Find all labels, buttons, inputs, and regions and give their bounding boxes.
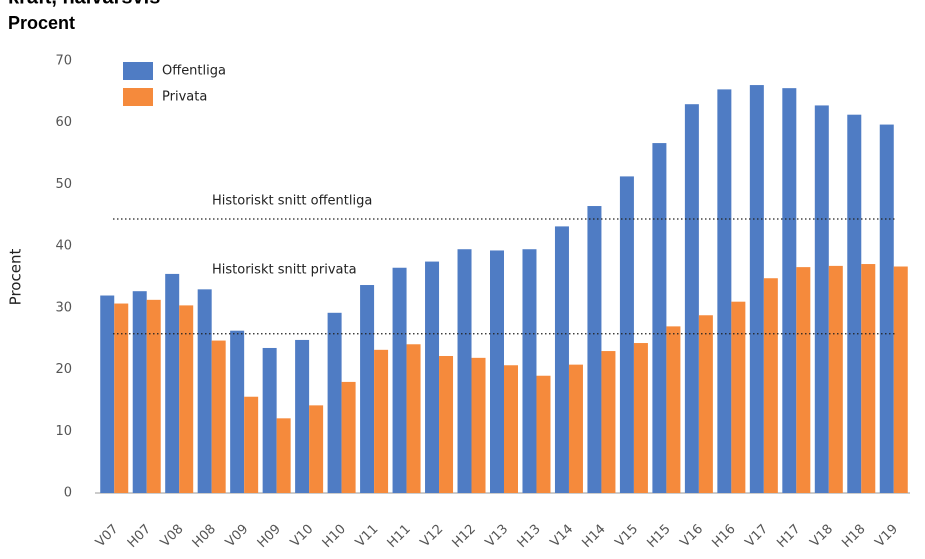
y-tick-label: 50 <box>55 177 72 192</box>
bar <box>828 265 843 493</box>
x-tick-label: H17 <box>774 522 803 551</box>
bar <box>179 305 194 493</box>
x-tick-label: H18 <box>839 522 868 551</box>
x-tick-label: V19 <box>872 522 901 551</box>
x-tick-label: V10 <box>288 522 317 551</box>
x-tick-label: V16 <box>678 522 707 551</box>
bar <box>698 315 713 493</box>
bar <box>211 340 226 493</box>
x-tick-label: V08 <box>158 522 187 551</box>
x-tick-label: V13 <box>483 522 512 551</box>
y-tick-label: 20 <box>55 362 72 377</box>
bar <box>763 278 778 493</box>
y-tick-label: 0 <box>64 486 72 501</box>
bar <box>587 206 602 493</box>
x-tick-label: H12 <box>450 522 479 551</box>
bar <box>601 351 616 493</box>
bar <box>197 289 212 493</box>
bar <box>374 349 389 493</box>
x-tick-label: V09 <box>223 522 252 551</box>
x-tick-label: V17 <box>743 522 772 551</box>
x-tick-label: H16 <box>709 522 738 551</box>
bar <box>666 326 681 493</box>
bar <box>731 301 746 493</box>
bar <box>879 124 894 494</box>
bar <box>132 291 147 493</box>
x-tick-label: H15 <box>644 522 673 551</box>
bar <box>439 355 454 493</box>
bar <box>114 303 129 493</box>
bar <box>146 299 161 493</box>
y-tick-label: 60 <box>55 115 72 130</box>
bar <box>471 357 486 493</box>
bar <box>861 264 876 493</box>
legend-swatch <box>123 62 153 80</box>
bar <box>262 347 277 493</box>
bar <box>796 267 811 493</box>
bar <box>633 343 648 493</box>
x-tick-label: V07 <box>93 522 122 551</box>
bar <box>295 339 310 493</box>
bar <box>652 143 667 493</box>
y-tick-label: 70 <box>55 54 72 69</box>
bar <box>230 330 245 493</box>
bar <box>717 89 732 493</box>
chart-title: kraft, halvårsvis <box>8 0 160 8</box>
x-tick-label: H08 <box>190 522 219 551</box>
x-tick-label: H13 <box>515 522 544 551</box>
bar <box>814 105 829 493</box>
x-tick-label: H14 <box>580 522 609 551</box>
x-tick-label: V12 <box>418 522 447 551</box>
x-tick-label: V15 <box>613 522 642 551</box>
bar <box>425 261 440 493</box>
y-tick-label: 10 <box>55 424 72 439</box>
legend-label: Privata <box>162 90 207 105</box>
bar <box>684 104 699 493</box>
bar <box>847 114 862 493</box>
bar <box>341 381 356 493</box>
y-tick-label: 30 <box>55 300 72 315</box>
y-axis-label: Procent <box>7 249 25 306</box>
bar <box>244 396 259 493</box>
bar <box>100 295 115 493</box>
legend-label: Offentliga <box>162 64 226 79</box>
x-tick-label: H09 <box>255 522 284 551</box>
bar <box>165 273 180 493</box>
bar <box>554 226 569 493</box>
bar <box>457 249 472 493</box>
bar <box>392 267 407 493</box>
bar <box>276 418 291 493</box>
bar <box>522 249 537 493</box>
bar <box>309 405 324 493</box>
legend-swatch <box>123 88 153 106</box>
chart-subtitle: Procent <box>8 13 75 33</box>
x-tick-label: H07 <box>125 522 154 551</box>
reference-label: Historiskt snitt privata <box>212 262 357 277</box>
x-tick-label: V11 <box>353 522 382 551</box>
x-tick-label: H10 <box>320 522 349 551</box>
bar <box>619 176 634 494</box>
bar <box>782 88 797 493</box>
x-tick-label: H11 <box>385 522 414 551</box>
y-tick-label: 40 <box>55 239 72 254</box>
bar <box>327 312 342 493</box>
bar <box>536 375 551 493</box>
bar <box>749 85 764 493</box>
x-tick-label: V14 <box>548 522 577 551</box>
bar <box>406 344 421 493</box>
bar <box>568 364 583 493</box>
bar <box>490 250 504 493</box>
bar <box>893 266 908 493</box>
bar <box>360 285 375 493</box>
reference-label: Historiskt snitt offentliga <box>212 193 372 208</box>
x-tick-label: V18 <box>808 522 837 551</box>
bar <box>504 365 518 493</box>
